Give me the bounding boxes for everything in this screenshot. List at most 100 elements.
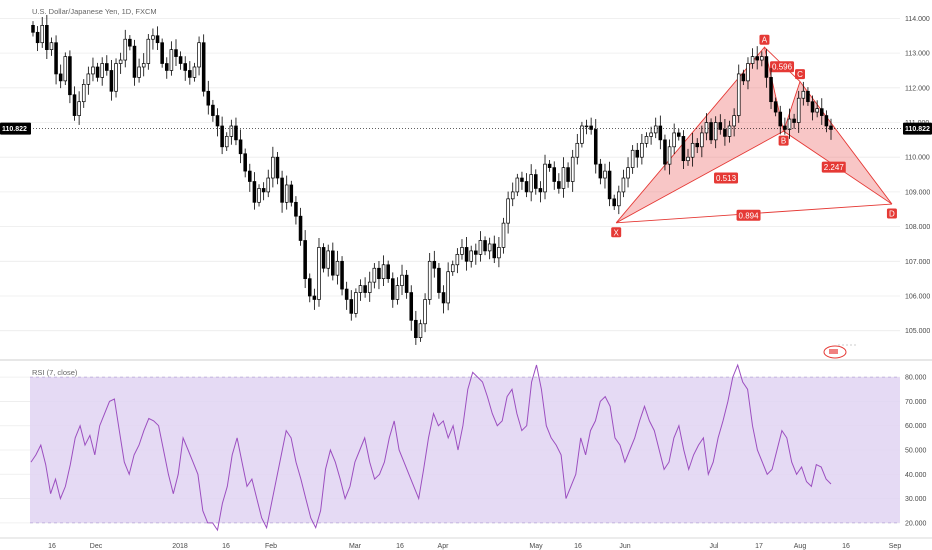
time-tick-label: Feb	[265, 543, 277, 550]
pattern-ratio-label: 0.513	[716, 174, 737, 183]
candle-up	[91, 66, 95, 75]
candle-down	[234, 125, 238, 141]
candle-up	[510, 191, 515, 200]
candle-down	[492, 243, 497, 259]
rsi-panel[interactable]: 20.000 30.000 40.000 50.000 60.000 70.000 80.0…	[0, 363, 927, 532]
pattern-point-c[interactable]: C	[795, 69, 805, 80]
candle-down	[598, 163, 603, 179]
last-price-tag-right: 110.822	[903, 122, 932, 135]
candle-up	[118, 59, 123, 64]
candle-down	[783, 125, 787, 130]
candle-down	[718, 122, 723, 130]
candle-up	[713, 122, 718, 141]
last-price-tag-left: 110.822	[0, 122, 31, 135]
pattern-point-x[interactable]: X	[611, 227, 622, 238]
candle-up	[690, 142, 695, 158]
candle-down	[723, 129, 727, 137]
candle-down	[593, 129, 598, 165]
candle-up	[704, 122, 709, 134]
candle-up	[815, 108, 819, 113]
pattern-point-b[interactable]: B	[778, 135, 789, 146]
time-tick-label: 16	[48, 543, 56, 550]
candle-up	[460, 247, 464, 255]
pattern-ratio-xd[interactable]: 0.894	[736, 209, 761, 221]
candle-up	[114, 63, 118, 92]
candle-down	[183, 63, 187, 71]
candle-up	[501, 222, 506, 248]
candle-down	[824, 115, 829, 127]
candle-down	[778, 111, 783, 127]
candle-up	[700, 132, 704, 148]
candle-up	[630, 149, 635, 168]
candle-up	[497, 247, 501, 259]
price-panel[interactable]: X A B C D 0.596 0.513 2.247 0.894 105.000 106.000…	[0, 7, 932, 359]
candle-up	[621, 177, 626, 193]
candle-up	[381, 264, 386, 280]
candle-down	[464, 247, 469, 262]
candle-down	[160, 42, 164, 64]
candle-down	[607, 170, 612, 200]
candle-down	[238, 139, 243, 155]
candle-down	[773, 101, 778, 113]
candle-down	[95, 66, 100, 78]
candle-up	[787, 118, 792, 130]
candle-down	[298, 215, 303, 241]
candle-down	[321, 247, 326, 269]
time-tick-label: 17	[755, 543, 763, 550]
chart-title: U.S. Dollar/Japanese Yen, 1D, FXCM	[32, 7, 157, 16]
candle-down	[414, 319, 418, 338]
candle-down	[386, 264, 390, 280]
candle-down	[552, 167, 557, 182]
candle-up	[400, 274, 404, 286]
candle-down	[829, 125, 833, 130]
pattern-point-badge	[611, 227, 622, 238]
candle-up	[529, 174, 533, 193]
candle-down	[105, 63, 109, 71]
candle-down	[109, 70, 114, 92]
candle-down	[128, 38, 132, 47]
candle-down	[72, 94, 77, 116]
pattern-point-label: C	[797, 70, 803, 79]
pattern-point-a[interactable]: A	[759, 34, 770, 45]
time-tick-label: Aug	[794, 543, 807, 550]
rsi-axis[interactable]: 20.000 30.000 40.000 50.000 60.000 70.000 80.0…	[905, 375, 927, 528]
candle-down	[409, 292, 414, 321]
pattern-point-label: X	[614, 228, 620, 237]
pattern-ratio-xa-b[interactable]: 0.596	[770, 61, 795, 73]
pattern-ratio-badge	[736, 209, 761, 221]
candle-down	[349, 299, 354, 314]
candle-down	[377, 267, 381, 280]
pattern-point-badge	[778, 135, 789, 146]
pattern-ratio-badge	[770, 61, 795, 73]
candle-down	[404, 274, 409, 293]
pattern-point-label: B	[781, 137, 786, 146]
candle-up	[151, 35, 155, 40]
pattern-point-badge	[886, 208, 897, 219]
time-tick-label: Mar	[349, 543, 362, 550]
candle-up	[649, 132, 653, 137]
candle-up	[732, 115, 736, 127]
pattern-point-d[interactable]: D	[886, 208, 897, 219]
pattern-ratio-xb[interactable]: 0.513	[714, 172, 739, 184]
candle-down	[520, 177, 524, 182]
price-tick-label: 112.000	[905, 85, 930, 92]
candle-up	[727, 125, 732, 137]
rsi-tick-label: 80.000	[905, 375, 927, 382]
pattern-ratio-b-d[interactable]: 2.247	[821, 161, 846, 173]
candle-down	[289, 184, 294, 203]
harmonic-pattern[interactable]: X A B C D 0.596 0.513 2.247 0.894	[611, 34, 897, 238]
candle-up	[617, 191, 621, 207]
candle-down	[54, 42, 58, 75]
candle-up	[372, 267, 377, 283]
candle-up	[284, 184, 289, 203]
candle-up	[427, 260, 432, 300]
candle-down	[612, 198, 616, 207]
candle-up	[746, 63, 750, 82]
candle-down	[437, 267, 441, 293]
candle-up	[801, 90, 806, 99]
time-axis[interactable]: 16 Dec 2018 16 Feb Mar 16 Apr May 16 Jun Jul 17 Aug 16…	[0, 537, 932, 550]
pattern-point-badge	[795, 69, 805, 80]
candle-up	[796, 97, 801, 123]
time-tick-label: Dec	[90, 543, 103, 550]
